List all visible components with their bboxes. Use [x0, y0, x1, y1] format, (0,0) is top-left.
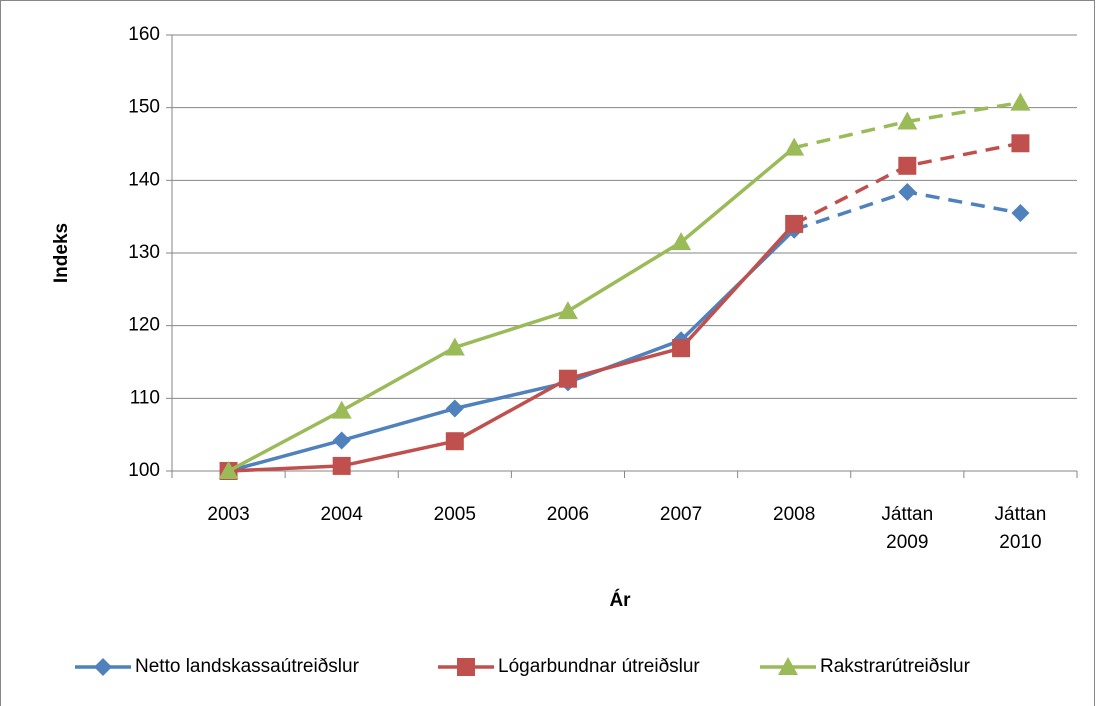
point [557, 301, 578, 320]
point [671, 232, 692, 251]
y-axis-label: Indeks [51, 223, 72, 283]
point [445, 399, 464, 418]
point [1011, 204, 1030, 223]
point [898, 156, 917, 175]
legend-label: Netto landskassaútreiðslur [135, 656, 360, 677]
y-tick-label: 120 [128, 315, 160, 336]
point [445, 432, 464, 451]
series-line [228, 228, 796, 473]
point [1010, 92, 1031, 111]
x-axis-label: Ár [609, 589, 631, 611]
point [331, 400, 352, 419]
point [897, 111, 918, 130]
y-tick-label: 160 [128, 24, 160, 45]
legend-label: Lógarbundnar útreiðslur [498, 656, 700, 677]
x-tick-label: 2004 [320, 504, 363, 525]
point [898, 182, 917, 201]
point [332, 431, 351, 450]
legend-marker [457, 658, 475, 676]
point [558, 369, 577, 388]
point [1011, 134, 1030, 153]
y-tick-label: 110 [130, 387, 160, 408]
y-tick-label: 140 [128, 169, 160, 190]
point [785, 214, 804, 233]
point [332, 456, 351, 475]
x-tick-label: 2008 [773, 504, 816, 525]
series-line [228, 222, 796, 473]
legend-label: Rakstrarútreiðslur [820, 656, 971, 677]
point [784, 137, 805, 156]
x-tick-label: 2003 [207, 504, 250, 525]
y-tick-label: 130 [128, 242, 160, 263]
legend-marker [778, 657, 798, 675]
series-line [227, 146, 796, 473]
x-tick-label: Játtan 2009 [881, 504, 934, 553]
x-tick-label: Játtan 2010 [994, 504, 1047, 553]
x-tick-label: 2006 [546, 504, 590, 525]
point [672, 339, 691, 358]
point [444, 337, 465, 356]
legend-marker [94, 658, 112, 676]
y-tick-label: 150 [128, 97, 160, 118]
x-tick-label: 2007 [659, 504, 703, 525]
point [218, 461, 239, 479]
x-tick-label: 2005 [433, 504, 476, 525]
y-tick-label: 100 [128, 460, 160, 481]
